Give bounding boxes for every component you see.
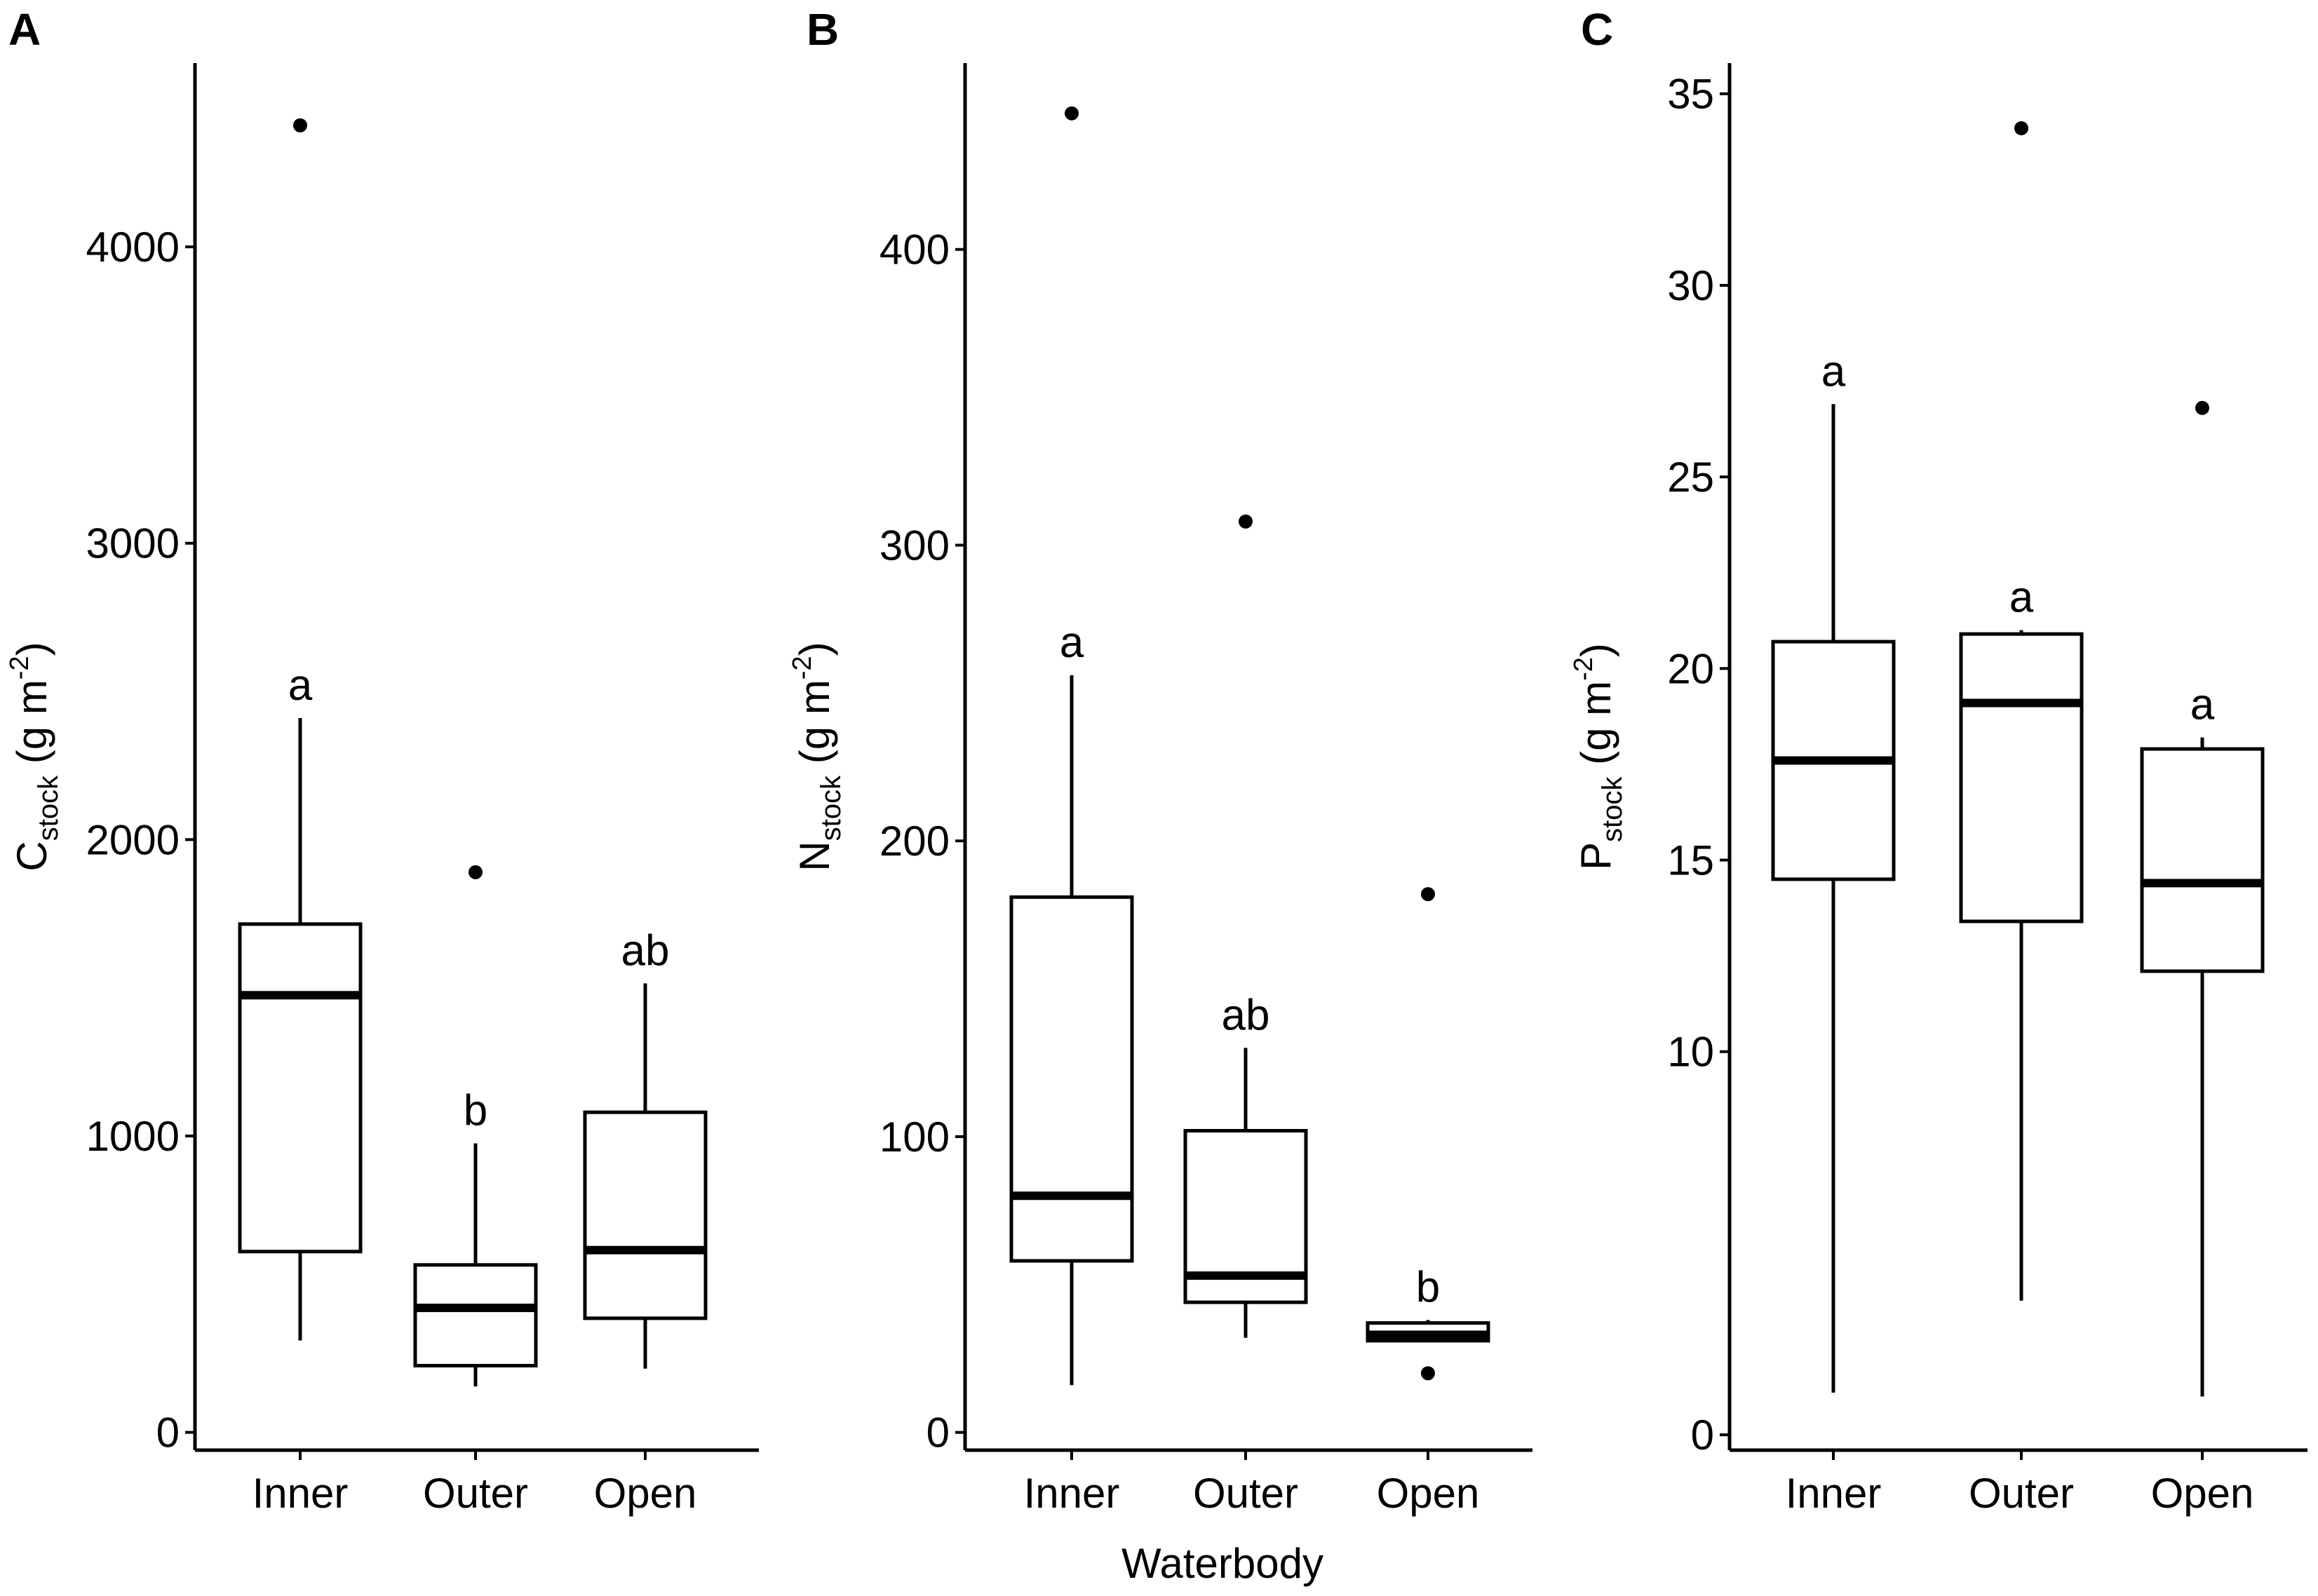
box-outer: ab bbox=[1183, 514, 1308, 1338]
significance-letter: ab bbox=[1222, 991, 1270, 1039]
significance-letter: a bbox=[288, 661, 313, 710]
x-tick-label: Outer bbox=[423, 1470, 528, 1517]
box-open: a bbox=[2140, 400, 2265, 1397]
box-outer: a bbox=[1959, 121, 2084, 1301]
y-tick-label: 400 bbox=[880, 226, 950, 273]
y-axis-title-part: ) bbox=[791, 642, 838, 656]
y-axis-title-part: P bbox=[1572, 842, 1619, 870]
y-axis-title-part: C bbox=[8, 841, 55, 871]
significance-letter: a bbox=[2009, 574, 2034, 622]
significance-letter: a bbox=[1821, 347, 1846, 395]
y-axis-title-part: stock bbox=[33, 775, 64, 841]
x-axis-title: Waterbody bbox=[1121, 1540, 1323, 1587]
y-tick-label: 1000 bbox=[86, 1113, 180, 1160]
y-axis-title-part: (g m bbox=[791, 679, 838, 776]
outlier-point bbox=[1065, 106, 1079, 121]
y-tick-label: 0 bbox=[926, 1409, 950, 1456]
significance-letter: ab bbox=[621, 926, 670, 975]
box-outer: b bbox=[413, 865, 538, 1387]
y-axis-title: Pstock (g m-2) bbox=[1569, 643, 1628, 870]
box-inner: a bbox=[1009, 106, 1134, 1386]
y-axis-title-part: (g m bbox=[8, 679, 55, 776]
panel-A: A 0 1000 2000 3000 4000 Inner Outer Open Cstock (… bbox=[5, 4, 759, 1517]
outlier-point bbox=[1421, 1366, 1435, 1381]
significance-letter: b bbox=[1416, 1263, 1440, 1311]
y-axis-title: Nstock (g m-2) bbox=[788, 642, 847, 871]
x-tick-label: Open bbox=[2151, 1470, 2254, 1517]
x-tick-label: Open bbox=[594, 1470, 697, 1517]
y-tick-label: 25 bbox=[1667, 454, 1714, 501]
iqr-box bbox=[413, 1263, 538, 1368]
box-inner: a bbox=[1771, 347, 1896, 1393]
y-axis-title-part: -2 bbox=[1569, 657, 1598, 681]
y-tick-label: 10 bbox=[1667, 1029, 1714, 1076]
box-open: b bbox=[1366, 887, 1490, 1381]
iqr-box bbox=[1009, 895, 1134, 1263]
box-inner: a bbox=[238, 118, 363, 1341]
outlier-point bbox=[293, 118, 307, 133]
significance-letter: a bbox=[2190, 681, 2215, 729]
outlier-point bbox=[1239, 514, 1253, 529]
x-tick-label: Open bbox=[1377, 1470, 1480, 1517]
y-tick-label: 30 bbox=[1667, 262, 1714, 309]
y-tick-label: 200 bbox=[880, 818, 950, 865]
y-tick-label: 100 bbox=[880, 1114, 950, 1161]
y-axis-title-part: ) bbox=[8, 642, 55, 656]
y-axis-title-part: -2 bbox=[5, 656, 34, 679]
y-axis-title-part: stock bbox=[1597, 776, 1628, 842]
outlier-point bbox=[1421, 887, 1435, 902]
outlier-point bbox=[469, 865, 483, 879]
y-axis-title-part: ) bbox=[1572, 643, 1619, 657]
y-axis-title-part: N bbox=[791, 841, 838, 871]
x-tick-label: Inner bbox=[1786, 1470, 1882, 1517]
y-tick-label: 4000 bbox=[86, 224, 180, 271]
x-tick-label: Inner bbox=[1024, 1470, 1120, 1517]
iqr-box bbox=[583, 1110, 708, 1320]
y-tick-label: 35 bbox=[1667, 71, 1714, 118]
y-axis-title: Cstock (g m-2) bbox=[5, 642, 64, 871]
y-tick-label: 3000 bbox=[86, 520, 180, 567]
panel-label: C bbox=[1581, 4, 1613, 55]
y-tick-label: 0 bbox=[156, 1409, 180, 1456]
panel-label: B bbox=[807, 4, 839, 55]
panel-label: A bbox=[8, 4, 41, 55]
x-tick-label: Inner bbox=[252, 1470, 349, 1517]
iqr-box bbox=[238, 922, 363, 1254]
panel-C: C 0 10 15 20 25 30 35 Inner Outer Open Pstock (g m-… bbox=[1569, 4, 2307, 1517]
y-tick-label: 300 bbox=[880, 522, 950, 569]
y-axis-title-part: stock bbox=[816, 775, 847, 841]
significance-letter: a bbox=[1060, 618, 1084, 667]
significance-letter: b bbox=[464, 1087, 487, 1135]
x-tick-label: Outer bbox=[1969, 1470, 2074, 1517]
x-tick-label: Outer bbox=[1193, 1470, 1298, 1517]
y-tick-label: 20 bbox=[1667, 645, 1714, 692]
y-axis-title-part: (g m bbox=[1572, 681, 1619, 777]
y-tick-label: 15 bbox=[1667, 837, 1714, 884]
panel-B: B 0 100 200 300 400 Inner Outer Open Nstock (g m-… bbox=[788, 4, 1532, 1517]
y-axis-title-part: -2 bbox=[788, 656, 817, 679]
outlier-point bbox=[2195, 400, 2209, 415]
box-open: ab bbox=[583, 926, 708, 1369]
iqr-box bbox=[1959, 632, 2084, 924]
y-tick-label: 2000 bbox=[86, 816, 180, 863]
y-tick-label: 0 bbox=[1691, 1412, 1714, 1459]
outlier-point bbox=[2014, 121, 2028, 135]
iqr-box bbox=[2140, 747, 2265, 973]
